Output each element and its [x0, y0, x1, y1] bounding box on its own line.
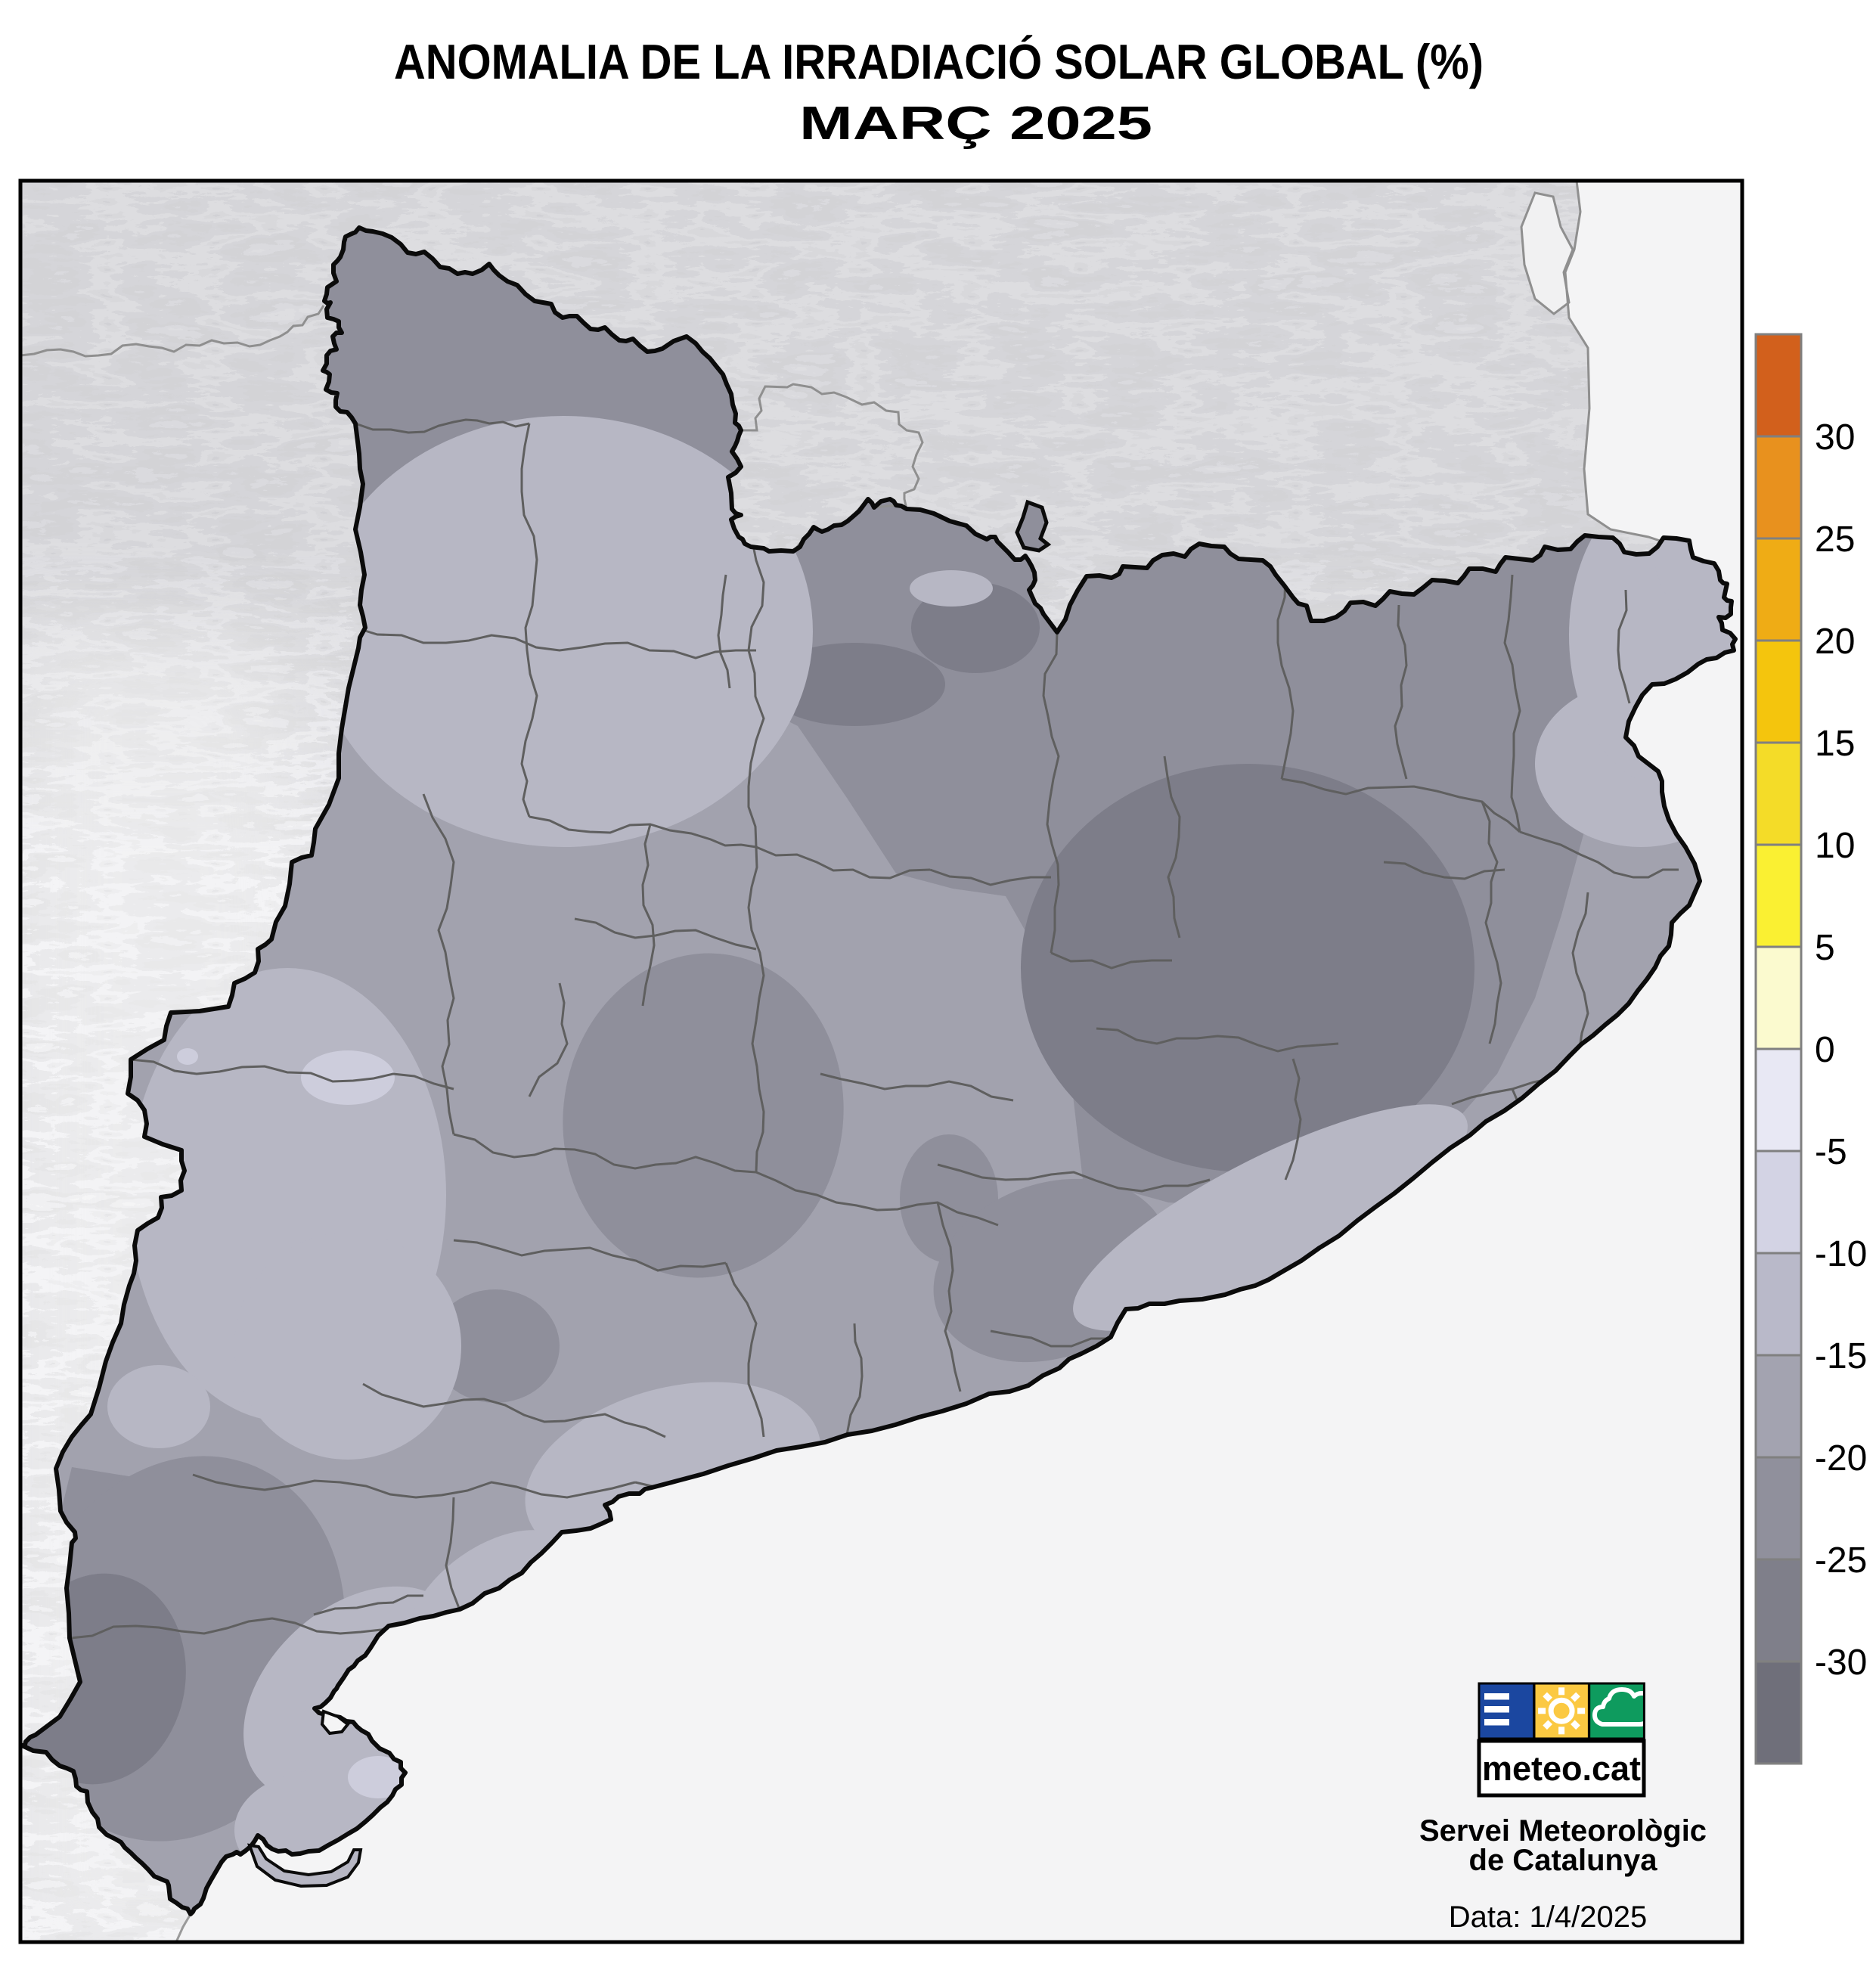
- svg-text:10: 10: [1815, 826, 1855, 866]
- svg-text:15: 15: [1815, 724, 1855, 764]
- svg-text:0: 0: [1815, 1030, 1835, 1070]
- svg-text:-25: -25: [1815, 1540, 1867, 1581]
- svg-text:-10: -10: [1815, 1234, 1867, 1274]
- svg-text:Servei Meteorològic: Servei Meteorològic: [1419, 1814, 1707, 1848]
- svg-text:meteo.cat: meteo.cat: [1482, 1749, 1641, 1788]
- svg-text:ANOMALIA DE LA IRRADIACIÓ SOLA: ANOMALIA DE LA IRRADIACIÓ SOLAR GLOBAL (…: [394, 34, 1484, 89]
- svg-text:25: 25: [1815, 520, 1855, 560]
- svg-text:MARÇ 2025: MARÇ 2025: [799, 98, 1152, 150]
- svg-text:de Catalunya: de Catalunya: [1469, 1844, 1658, 1877]
- svg-text:20: 20: [1815, 622, 1855, 662]
- svg-text:30: 30: [1815, 417, 1855, 458]
- svg-text:Data: 1/4/2025: Data: 1/4/2025: [1449, 1900, 1647, 1934]
- svg-text:-5: -5: [1815, 1132, 1847, 1172]
- svg-text:-20: -20: [1815, 1438, 1867, 1478]
- svg-text:5: 5: [1815, 928, 1835, 968]
- svg-text:-30: -30: [1815, 1643, 1867, 1683]
- svg-text:-15: -15: [1815, 1336, 1867, 1376]
